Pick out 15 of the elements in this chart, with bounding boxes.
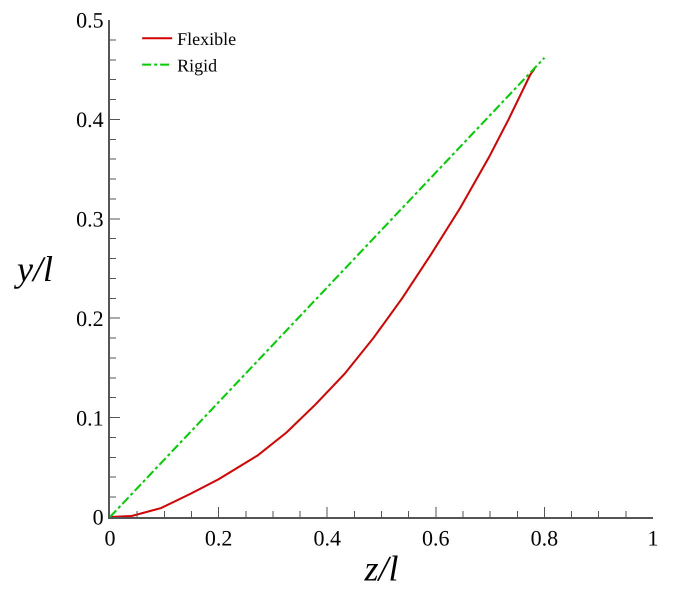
x-tick-label: 0.4: [313, 525, 341, 550]
legend-label: Flexible: [177, 29, 236, 50]
x-tick-label: 0.8: [530, 525, 558, 550]
y-tick-label: 0.3: [76, 206, 104, 232]
y-tick-label: 0.1: [76, 405, 104, 430]
y-tick-label: 0: [92, 504, 104, 530]
y-tick-label: 0.4: [76, 107, 104, 132]
x-tick-label: 1: [648, 525, 658, 550]
x-tick-label: 0.6: [422, 525, 450, 550]
x-tick-label: 0.2: [204, 525, 232, 550]
y-axis-title: y/l: [14, 249, 53, 289]
legend-label: Rigid: [177, 56, 218, 76]
y-tick-label: 0.5: [76, 8, 104, 33]
x-axis-title: z/l: [363, 548, 399, 589]
y-tick-label: 0.2: [76, 306, 104, 331]
